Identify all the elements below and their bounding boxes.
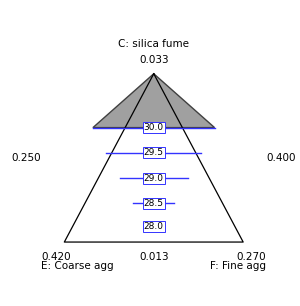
Text: 0.013: 0.013 — [139, 252, 169, 262]
Text: 28.5: 28.5 — [144, 199, 164, 208]
Text: E: Coarse agg: E: Coarse agg — [41, 261, 114, 271]
Text: F: Fine agg: F: Fine agg — [210, 261, 266, 271]
Text: 29.5: 29.5 — [144, 148, 164, 157]
Text: 0.420: 0.420 — [41, 252, 71, 262]
Text: 0.250: 0.250 — [11, 153, 41, 163]
Text: 0.033: 0.033 — [139, 55, 169, 65]
Text: 0.400: 0.400 — [266, 153, 296, 163]
Text: 0.270: 0.270 — [237, 252, 266, 262]
Text: 30.0: 30.0 — [144, 123, 164, 132]
Text: 28.0: 28.0 — [144, 222, 164, 231]
Text: 29.0: 29.0 — [144, 174, 164, 183]
Polygon shape — [93, 74, 214, 128]
Text: C: silica fume: C: silica fume — [118, 39, 189, 49]
